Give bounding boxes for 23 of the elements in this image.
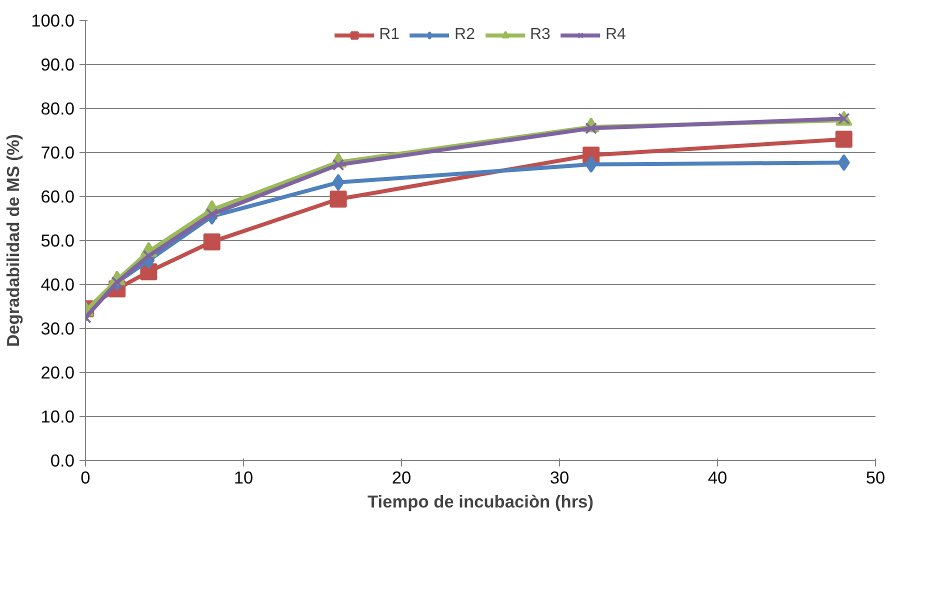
y-tick-label: 40.0 [40,274,75,294]
legend-label: R1 [379,26,400,44]
y-tick-label: 80.0 [40,98,75,118]
y-tick-label: 100.0 [31,10,75,30]
y-tick-label: 90.0 [40,54,75,74]
y-tick-label: 0.0 [50,450,75,470]
x-tick-label: 20 [392,468,412,488]
x-tick-label: 30 [550,468,570,488]
y-tick-label: 70.0 [40,142,75,162]
y-tick-label: 30.0 [40,318,75,338]
y-tick-label: 50.0 [40,230,75,250]
x-tick-label: 0 [80,468,90,488]
legend-label: R3 [530,26,550,44]
legend-label: R4 [605,26,626,44]
x-axis-title: Tiempo de incubaciòn (hrs) [368,492,594,512]
y-tick-label: 60.0 [40,186,75,206]
x-tick-label: 50 [866,468,886,488]
x-tick-label: 10 [234,468,254,488]
y-tick-label: 10.0 [40,406,75,426]
y-axis-title: Degradabilidad de MS (%) [3,134,24,347]
legend-label: R2 [454,26,475,44]
x-tick-label: 40 [708,468,728,488]
y-tick-label: 20.0 [40,362,75,382]
